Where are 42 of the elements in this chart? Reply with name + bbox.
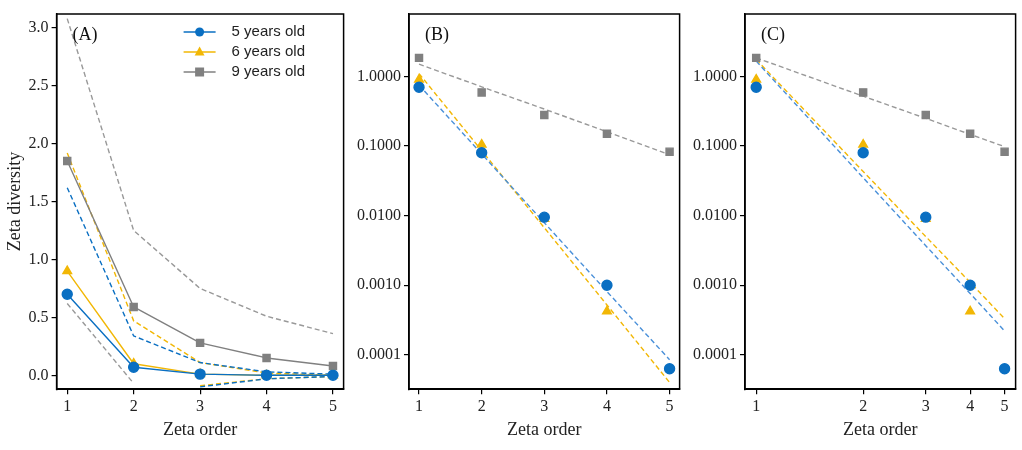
x-axis-title: Zeta order [507, 418, 582, 439]
y-tick-label: 1.0000 [693, 66, 737, 84]
y-tick-label: 0.0001 [357, 344, 401, 362]
x-tick-label: 2 [477, 397, 486, 414]
y-tick-label: 0.0100 [693, 205, 737, 223]
y-tick-label: 0.0010 [357, 275, 401, 293]
y-axis-title: Zeta diversity [3, 151, 24, 252]
y-tick-label: 1.0 [28, 249, 49, 267]
x-tick-label: 2 [129, 397, 138, 414]
x-tick-label: 2 [859, 397, 868, 414]
y-tick-label: 0.1000 [693, 136, 737, 154]
text: (C) [761, 23, 785, 45]
y-tick-label: 2.5 [28, 76, 49, 93]
x-tick-label: 4 [262, 397, 271, 414]
legend-label: 6 years old [231, 42, 305, 60]
x-tick-label: 4 [602, 397, 611, 414]
y-tick-label: 1.0000 [357, 66, 401, 84]
y-tick-label: 0.0001 [693, 344, 737, 362]
x-tick-label: 1 [415, 397, 424, 414]
y-tick-label: 0.0100 [357, 205, 401, 223]
legend-label: 9 years old [231, 62, 305, 80]
legend-label: 5 years old [231, 22, 305, 40]
y-tick-label: 2.0 [28, 133, 49, 151]
text: (B) [425, 23, 449, 45]
x-tick-label: 3 [540, 397, 549, 414]
y-tick-label: 1.5 [28, 191, 49, 209]
y-tick-label: 0.0 [28, 365, 49, 383]
x-tick-label: 5 [665, 397, 674, 414]
x-axis-title: Zeta order [843, 418, 918, 439]
text: (A) [72, 23, 98, 45]
x-tick-label: 1 [752, 397, 761, 414]
x-tick-label: 3 [921, 397, 930, 414]
x-axis-title: Zeta order [162, 418, 238, 439]
y-tick-label: 3.0 [28, 18, 49, 36]
y-tick-label: 0.0010 [693, 275, 737, 293]
x-tick-label: 1 [63, 397, 72, 414]
y-tick-label: 0.5 [28, 307, 49, 325]
x-tick-label: 4 [966, 397, 975, 414]
x-tick-label: 5 [1000, 397, 1009, 414]
x-tick-label: 5 [328, 397, 337, 414]
y-tick-label: 0.1000 [357, 136, 401, 154]
x-tick-label: 3 [196, 397, 205, 414]
